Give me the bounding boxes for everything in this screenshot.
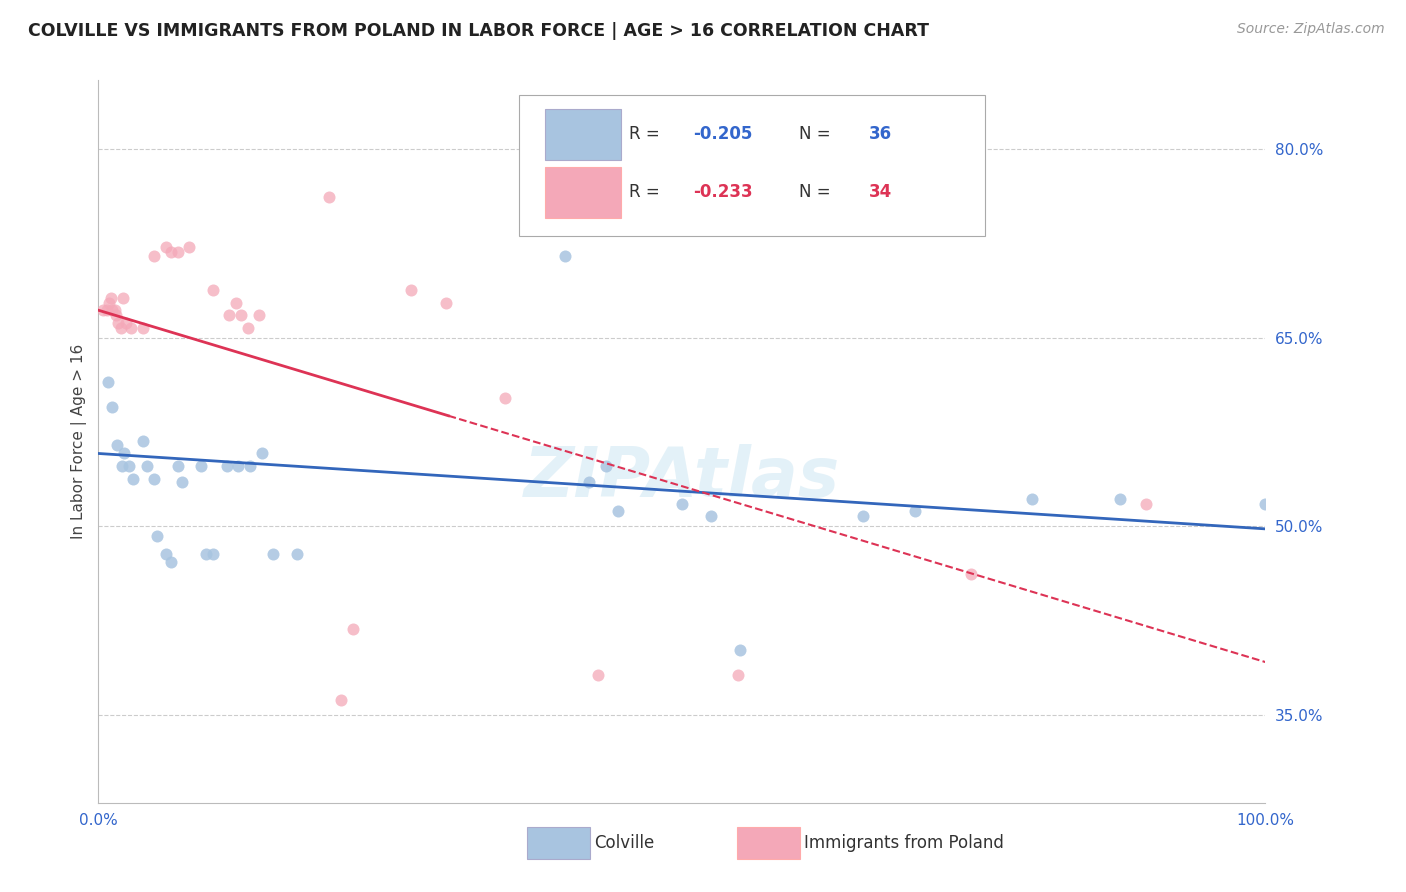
FancyBboxPatch shape: [546, 167, 621, 218]
FancyBboxPatch shape: [527, 828, 589, 859]
Point: [852, 509, 875, 524]
Point: [330, 692, 353, 706]
Text: 36: 36: [869, 126, 891, 144]
Point: [166, 458, 188, 473]
Point: [132, 321, 155, 335]
Point: [97, 375, 120, 389]
Point: [494, 391, 516, 405]
Point: [143, 249, 166, 263]
Point: [595, 458, 617, 473]
Point: [434, 295, 457, 310]
Y-axis label: In Labor Force | Age > 16: In Labor Force | Age > 16: [72, 344, 87, 539]
Point: [104, 303, 127, 318]
Point: [146, 529, 169, 543]
Point: [730, 642, 752, 657]
Point: [101, 400, 124, 414]
Point: [1021, 491, 1043, 506]
Point: [101, 303, 124, 318]
Text: R =: R =: [630, 183, 665, 202]
Point: [1135, 497, 1157, 511]
Point: [554, 249, 576, 263]
Text: N =: N =: [799, 183, 835, 202]
Point: [190, 458, 212, 473]
Point: [132, 434, 155, 448]
Point: [201, 283, 224, 297]
FancyBboxPatch shape: [519, 95, 986, 235]
Point: [249, 308, 271, 322]
Point: [250, 446, 273, 460]
Point: [239, 458, 262, 473]
Text: R =: R =: [630, 126, 665, 144]
Point: [578, 475, 600, 490]
Point: [97, 295, 120, 310]
Point: [179, 240, 201, 254]
Point: [1108, 491, 1130, 506]
Text: ZIPAtlas: ZIPAtlas: [524, 444, 839, 511]
Point: [105, 438, 128, 452]
Point: [104, 308, 127, 322]
Point: [228, 458, 250, 473]
FancyBboxPatch shape: [546, 109, 621, 160]
Point: [111, 291, 134, 305]
Text: Colville: Colville: [595, 834, 655, 852]
Point: [201, 547, 224, 561]
Text: N =: N =: [799, 126, 835, 144]
Point: [225, 295, 247, 310]
FancyBboxPatch shape: [737, 828, 800, 859]
Text: -0.205: -0.205: [693, 126, 754, 144]
Point: [172, 475, 194, 490]
Point: [229, 308, 252, 322]
Point: [342, 623, 364, 637]
Point: [110, 321, 132, 335]
Point: [159, 555, 181, 569]
Point: [671, 497, 693, 511]
Point: [318, 190, 340, 204]
Text: 34: 34: [869, 183, 891, 202]
Point: [143, 472, 166, 486]
Point: [727, 667, 749, 681]
Point: [215, 458, 238, 473]
Point: [399, 283, 422, 297]
Text: COLVILLE VS IMMIGRANTS FROM POLAND IN LABOR FORCE | AGE > 16 CORRELATION CHART: COLVILLE VS IMMIGRANTS FROM POLAND IN LA…: [28, 22, 929, 40]
Point: [155, 547, 177, 561]
Point: [136, 458, 159, 473]
Point: [159, 245, 181, 260]
Point: [111, 458, 134, 473]
Point: [100, 291, 122, 305]
Point: [700, 509, 723, 524]
Point: [285, 547, 308, 561]
Text: Immigrants from Poland: Immigrants from Poland: [804, 834, 1004, 852]
Text: -0.233: -0.233: [693, 183, 754, 202]
Point: [586, 667, 609, 681]
Point: [118, 458, 141, 473]
Point: [218, 308, 240, 322]
Point: [262, 547, 284, 561]
Point: [122, 472, 145, 486]
Point: [96, 303, 118, 318]
Point: [107, 316, 129, 330]
Point: [120, 321, 142, 335]
Text: Source: ZipAtlas.com: Source: ZipAtlas.com: [1237, 22, 1385, 37]
Point: [960, 567, 983, 582]
Point: [166, 245, 188, 260]
Point: [115, 316, 138, 330]
Point: [155, 240, 177, 254]
Point: [236, 321, 259, 335]
Point: [112, 446, 135, 460]
Point: [904, 504, 927, 518]
Point: [1254, 497, 1277, 511]
Point: [606, 504, 628, 518]
Point: [91, 303, 114, 318]
Point: [194, 547, 217, 561]
